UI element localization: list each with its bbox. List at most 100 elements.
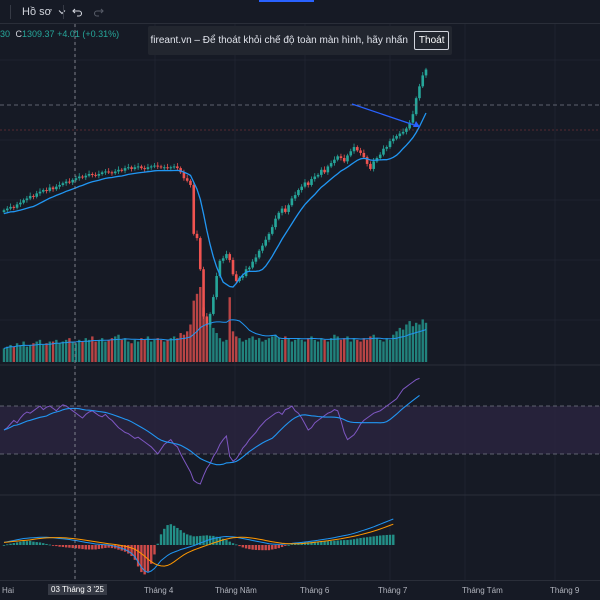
candle-body xyxy=(306,182,310,185)
exit-fullscreen-button[interactable]: Thoát xyxy=(413,31,450,50)
redo-button[interactable] xyxy=(93,4,105,20)
candle-body xyxy=(185,178,189,181)
candle-body xyxy=(153,165,156,167)
volume-bar xyxy=(114,336,117,362)
candle-body xyxy=(192,184,196,234)
volume-bar xyxy=(38,339,42,362)
profile-button[interactable]: Hồ sơ xyxy=(22,4,66,20)
macd-histogram-bar xyxy=(6,544,9,546)
candle-body xyxy=(414,98,418,115)
volume-bar xyxy=(385,338,388,362)
volume-bar xyxy=(2,348,6,362)
volume-bar xyxy=(362,338,366,362)
candle-body xyxy=(241,276,245,278)
macd-histogram-bar xyxy=(235,544,238,546)
macd-histogram-bar xyxy=(280,545,284,548)
toolbar-separator xyxy=(10,5,11,19)
macd-histogram-bar xyxy=(277,545,280,549)
macd-histogram-bar xyxy=(107,545,110,548)
candle-body xyxy=(323,169,326,173)
legend-open-fragment: 30 xyxy=(0,29,11,39)
volume-bar xyxy=(244,339,248,362)
volume-bar xyxy=(215,333,218,362)
macd-histogram-bar xyxy=(153,545,156,555)
candle-body xyxy=(418,86,421,99)
macd-histogram-bar xyxy=(110,545,114,549)
candle-body xyxy=(169,167,173,169)
candle-body xyxy=(97,174,101,176)
volume-bar xyxy=(146,336,150,362)
macd-histogram-bar xyxy=(166,525,169,545)
candle-body xyxy=(5,208,9,211)
volume-bar xyxy=(372,334,375,362)
volume-bar xyxy=(107,339,110,362)
candle-body xyxy=(231,259,235,275)
macd-histogram-bar xyxy=(264,545,267,551)
trend-arrow-line xyxy=(351,103,421,128)
time-axis[interactable]: Hai 03 Tháng 3 '25 Tháng 4 Tháng Năm Thá… xyxy=(0,580,600,600)
volume-bars xyxy=(2,287,428,362)
candle-body xyxy=(9,206,12,209)
time-tick: Tháng 9 xyxy=(550,586,580,595)
volume-bar xyxy=(45,343,48,362)
time-tick: Tháng Năm xyxy=(215,586,257,595)
macd-histogram-bar xyxy=(212,535,215,545)
candle-body xyxy=(208,313,212,325)
time-tick: Tháng 7 xyxy=(378,586,408,595)
candle-body xyxy=(300,186,303,191)
candle-body xyxy=(176,166,179,169)
macd-lines xyxy=(2,518,395,575)
volume-bar xyxy=(349,341,352,362)
volume-bar xyxy=(140,338,143,362)
candle-body xyxy=(81,176,84,178)
legend-change: +4.01 xyxy=(57,29,80,39)
volume-bar xyxy=(100,338,104,362)
volume-bar xyxy=(225,339,228,362)
macd-signal-line xyxy=(3,523,394,567)
macd-histogram-bar xyxy=(71,545,74,549)
volume-bar xyxy=(264,339,267,362)
candle-body xyxy=(71,179,74,183)
macd-histogram-bar xyxy=(140,545,143,573)
volume-bar xyxy=(271,336,274,362)
candle-body xyxy=(15,204,19,208)
legend-close-label: C xyxy=(15,29,23,39)
volume-bar xyxy=(169,338,173,362)
macd-histogram-bar xyxy=(176,527,179,545)
candle-body xyxy=(77,176,81,179)
macd-histogram-bar xyxy=(257,545,261,551)
moving-average-line xyxy=(3,112,427,288)
macd-histogram-bar xyxy=(267,545,271,551)
rsi-band xyxy=(0,405,600,455)
volume-bar xyxy=(316,341,320,362)
volume-bar xyxy=(411,326,415,362)
candle-body xyxy=(408,122,411,129)
candle-body xyxy=(172,166,176,168)
candle-body xyxy=(290,198,294,206)
macd-histogram-bar xyxy=(359,538,362,545)
volume-bar xyxy=(117,334,120,362)
candle-body xyxy=(251,261,254,268)
macd-histogram-bar xyxy=(248,545,251,550)
macd-histogram-bar xyxy=(104,545,107,549)
volume-bar xyxy=(156,338,159,362)
macd-histogram-bar xyxy=(221,538,225,545)
volume-bar xyxy=(199,287,202,362)
macd-histogram-bar xyxy=(120,545,123,551)
volume-bar xyxy=(55,339,58,362)
macd-histogram-bar xyxy=(163,528,166,545)
volume-bar xyxy=(424,322,428,362)
candle-body xyxy=(25,198,29,201)
candle-body xyxy=(398,133,402,137)
volume-bar xyxy=(261,341,264,362)
undo-button[interactable] xyxy=(71,4,83,20)
candle-body xyxy=(104,171,107,173)
candle-body xyxy=(264,239,268,246)
macd-histogram-bar xyxy=(136,545,140,567)
macd-histogram-bar xyxy=(336,540,339,545)
candle-body xyxy=(41,190,45,192)
volume-bar xyxy=(414,322,418,362)
volume-bar xyxy=(64,339,68,362)
volume-bar xyxy=(280,339,284,362)
